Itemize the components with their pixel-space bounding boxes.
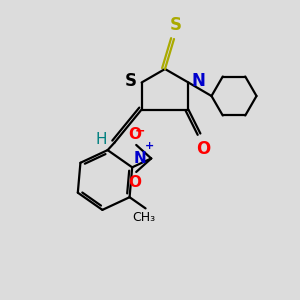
Text: CH₃: CH₃: [133, 212, 156, 224]
Text: O: O: [196, 140, 211, 158]
Text: S: S: [125, 72, 137, 90]
Text: N: N: [134, 151, 147, 166]
Text: +: +: [145, 141, 154, 151]
Text: H: H: [96, 132, 107, 147]
Text: S: S: [169, 16, 181, 34]
Text: O: O: [128, 175, 141, 190]
Text: O: O: [128, 127, 141, 142]
Text: N: N: [191, 72, 205, 90]
Text: −: −: [135, 124, 145, 137]
